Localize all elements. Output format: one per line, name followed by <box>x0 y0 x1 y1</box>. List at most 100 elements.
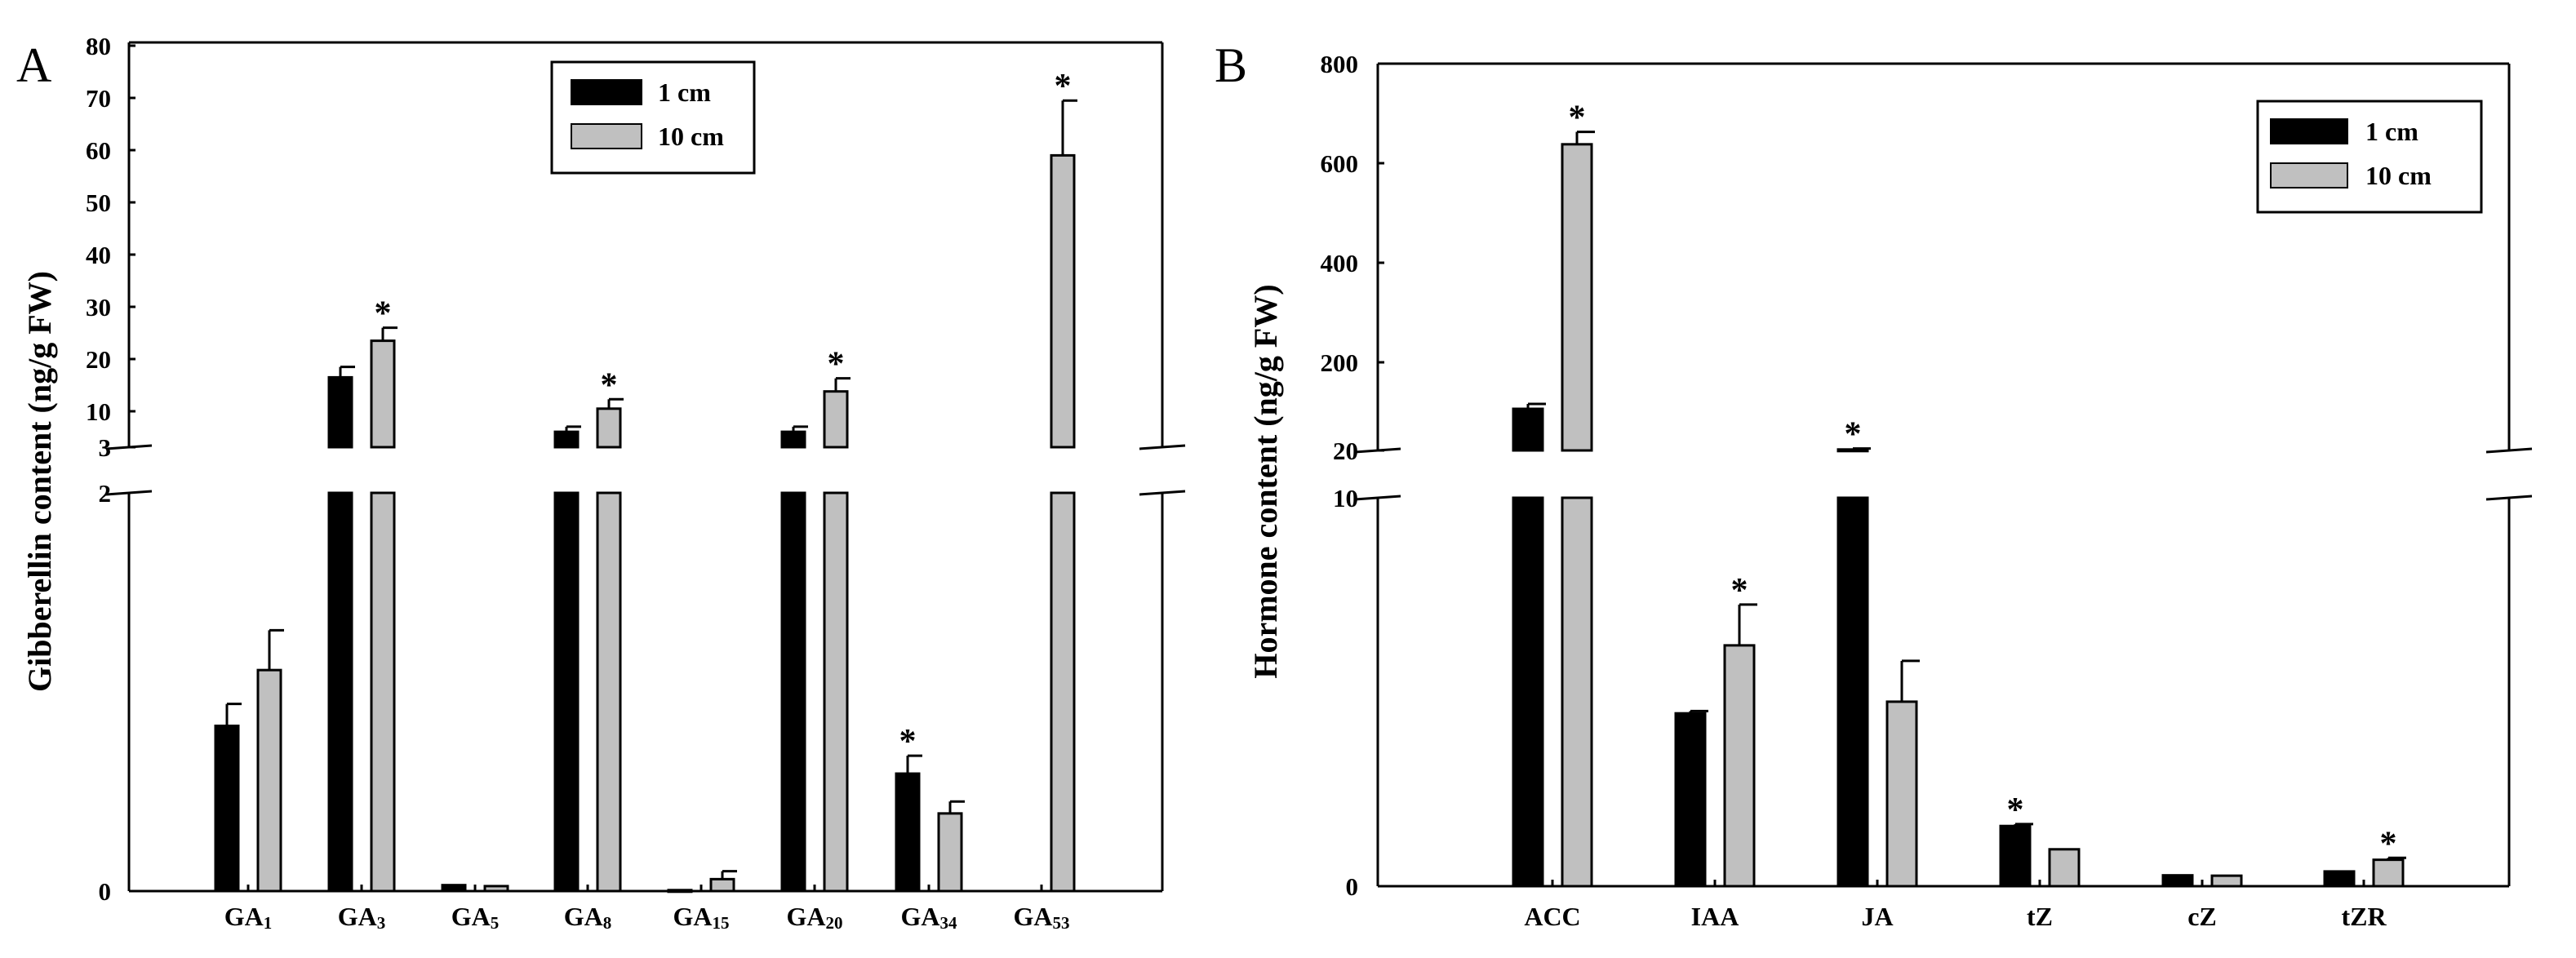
panel-b-ytick-label: 20 <box>1333 437 1358 465</box>
panel-b-bar-1cm <box>1999 824 2032 888</box>
panel-a-bar-1cm-lower <box>553 491 580 893</box>
panel-b-bar-10cm <box>2048 848 2081 888</box>
panel-a-axis-break-lower-0 <box>105 490 153 496</box>
panel-a-ytick-label: 50 <box>86 188 111 217</box>
panel-b-bar-10cm <box>2210 874 2243 888</box>
panel-b-ytick-label: 200 <box>1321 348 1359 377</box>
panel-b-category-label: JA <box>1861 902 1893 931</box>
panel-b-category-label: tZ <box>2027 902 2053 931</box>
panel-b-legend-swatch-10cm <box>2270 162 2348 188</box>
panel-a-bar-1cm <box>327 375 353 449</box>
panel-b-ytick-label: 10 <box>1333 484 1358 512</box>
panel-a-category-label: GA5 <box>451 902 500 933</box>
panel-a-bar-10cm-lower <box>370 491 396 893</box>
panel-a-legend: 1 cm 10 cm <box>550 60 756 175</box>
panel-a-category-label: GA20 <box>787 902 843 933</box>
panel-a-bar-10cm-lower <box>823 491 849 893</box>
panel-b-bar-10cm <box>1885 700 1918 888</box>
panel-b-significance-star: * <box>2007 792 2024 829</box>
panel-b-ytick-label: 400 <box>1321 249 1359 277</box>
panel-b-legend: 1 cm 10 cm <box>2256 100 2483 214</box>
panel-b-bar-10cm <box>2372 858 2405 888</box>
panel-a-ytick-label: 40 <box>86 241 111 269</box>
panel-a-axis-break-lower-1 <box>1139 490 1186 496</box>
panel-a-category-label: GA3 <box>338 902 386 933</box>
panel-b-legend-swatch-1cm <box>2270 118 2348 144</box>
panel-a-plot-area: 3 10 20 30 40 50 60 70 80 0 2 GA1 GA3 GA5 GA8 GA15 GA20 G… <box>86 32 1186 933</box>
panel-b-axis-break-lower-0 <box>1354 495 1401 501</box>
panel-a-significance-star: * <box>1055 68 1072 105</box>
panel-a-category-label: GA15 <box>673 902 730 933</box>
panel-b-significance-star: * <box>1845 416 1862 454</box>
panel-b-category-label: ACC <box>1524 902 1580 931</box>
panel-b-axis-break-lower-1 <box>2485 495 2533 501</box>
panel-a-significance-star: * <box>828 346 845 384</box>
panel-b-significance-star: * <box>2380 825 2397 863</box>
panel-a-significance-star: * <box>899 723 917 761</box>
panel-b: B Hormone content (ng/g FW) 20 200 400 600 8… <box>1215 38 2533 931</box>
panel-a-bar-10cm-lower <box>596 491 622 893</box>
panel-b-category-label: IAA <box>1691 902 1739 931</box>
panel-b-axis-break-upper-1 <box>2485 447 2533 454</box>
panel-a-category-label: GA53 <box>1014 902 1070 933</box>
panel-a-ytick-label: 0 <box>99 877 112 906</box>
panel-a-legend-swatch-10cm <box>571 123 642 149</box>
panel-b-legend-label-1cm: 1 cm <box>2365 117 2418 146</box>
panel-a-axis-break-upper-1 <box>1139 444 1186 450</box>
panel-a-bar-10cm <box>937 812 963 893</box>
panel-b-ytick-label: 800 <box>1321 50 1359 78</box>
panel-b-legend-box <box>2256 100 2483 214</box>
panel-a-bar-10cm <box>483 885 509 893</box>
panel-b-bar-1cm-lower <box>1512 496 1544 888</box>
panel-b-bar-10cm <box>1561 143 1593 452</box>
panel-a-y-axis-title: Gibberellin content (ng/g FW) <box>21 271 58 692</box>
panel-a-bar-1cm <box>895 772 921 893</box>
panel-b-plot-area: 20 200 400 600 800 0 10 ACC IAA JA tZ cZ tZR * * * * * <box>1321 50 2533 931</box>
panel-b-category-label: tZR <box>2341 902 2387 931</box>
panel-a-ytick-label: 2 <box>99 479 112 508</box>
panel-a-ytick-label: 30 <box>86 293 111 322</box>
panel-b-bar-1cm <box>1674 712 1707 888</box>
panel-a-category-label: GA34 <box>901 902 958 933</box>
panel-a-ytick-label: 60 <box>86 136 111 165</box>
panel-a-ytick-label: 80 <box>86 32 111 60</box>
panel-a-bar-1cm <box>441 884 467 893</box>
panel-a-bar-10cm <box>1050 153 1076 449</box>
panel-a-ytick-label: 10 <box>86 397 111 426</box>
panel-a-category-label: GA8 <box>564 902 612 933</box>
panel-b-bar-10cm <box>1723 644 1756 888</box>
panel-a-bar-10cm-lower <box>1050 491 1076 893</box>
panel-a-bar-10cm <box>596 407 622 449</box>
panel-b-bar-1cm <box>2161 874 2194 888</box>
panel-a-label: A <box>16 38 51 92</box>
panel-a-bar-1cm <box>667 889 693 894</box>
panel-a: A Gibberellin content (ng/g FW) 31020304… <box>16 32 1186 933</box>
panel-a-legend-label-10cm: 10 cm <box>658 122 724 151</box>
panel-a-bar-10cm <box>823 390 849 449</box>
panel-b-legend-label-10cm: 10 cm <box>2365 161 2432 190</box>
panel-b-label: B <box>1215 38 1247 92</box>
panel-b-ytick-label: 0 <box>1346 872 1359 901</box>
panel-b-bar-10cm-lower <box>1561 496 1593 888</box>
panel-a-legend-swatch-1cm <box>571 79 642 105</box>
panel-a-ytick-label: 3 <box>99 433 112 462</box>
panel-a-bar-1cm-lower <box>327 491 353 893</box>
panel-a-significance-star: * <box>601 366 618 404</box>
panel-a-legend-box <box>550 60 756 175</box>
panel-a-bar-10cm <box>370 339 396 449</box>
panel-a-ytick-label: 20 <box>86 345 111 374</box>
panel-a-significance-star: * <box>375 295 392 333</box>
panel-b-significance-star: * <box>1569 100 1586 137</box>
panel-b-bar-1cm-lower <box>1837 496 1869 888</box>
panel-a-bar-10cm <box>256 668 282 893</box>
panel-a-bar-1cm-lower <box>780 491 806 893</box>
panel-a-ytick-label: 70 <box>86 84 111 113</box>
panel-a-bar-1cm <box>214 724 240 893</box>
panel-b-significance-star: * <box>1731 572 1748 610</box>
panel-b-bar-1cm <box>2323 870 2356 888</box>
panel-b-ytick-label: 600 <box>1321 149 1359 178</box>
panel-a-legend-label-1cm: 1 cm <box>658 78 711 107</box>
panel-a-bar-10cm <box>709 877 735 893</box>
panel-a-bar-1cm <box>780 430 806 449</box>
